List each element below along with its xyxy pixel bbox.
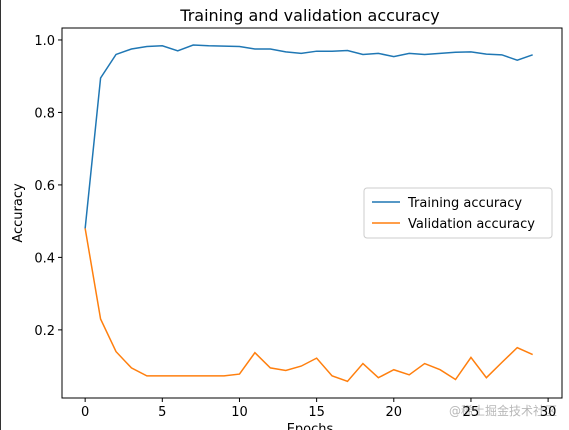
legend-box <box>363 187 553 239</box>
x-tick-label: 5 <box>158 405 166 420</box>
y-axis-label: Accuracy <box>11 183 26 243</box>
x-tick-label: 30 <box>540 405 557 420</box>
y-tick-label: 1.0 <box>34 34 55 49</box>
x-axis-label: Epochs <box>287 422 334 430</box>
y-tick-label: 0.6 <box>34 179 55 194</box>
x-tick-label: 0 <box>81 405 89 420</box>
legend-label: Training accuracy <box>407 196 522 211</box>
series-line <box>84 228 533 383</box>
x-tick-label: 10 <box>231 405 248 420</box>
series-line <box>84 44 533 229</box>
axes-frame <box>61 27 563 399</box>
chart-title: Training and validation accuracy <box>179 6 439 25</box>
x-tick-label: 20 <box>386 405 403 420</box>
y-tick-label: 0.8 <box>34 106 55 121</box>
y-tick-label: 0.2 <box>34 324 55 339</box>
y-tick-label: 0.4 <box>34 251 55 266</box>
legend-label: Validation accuracy <box>408 217 535 232</box>
x-tick-label: 15 <box>308 405 325 420</box>
x-tick-label: 25 <box>463 405 480 420</box>
watermark: @稀土掘金技术社区 <box>449 403 557 418</box>
